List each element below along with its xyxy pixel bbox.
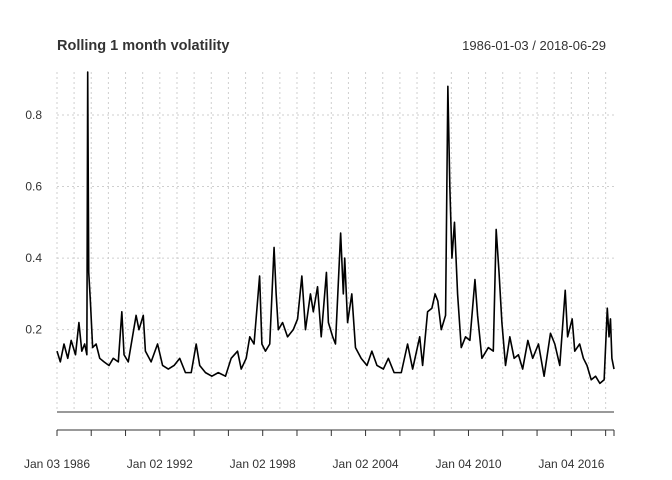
x-tick-label: Jan 04 2010 bbox=[436, 457, 502, 471]
date-range-label: 1986-01-03 / 2018-06-29 bbox=[462, 38, 606, 53]
chart-title: Rolling 1 month volatility bbox=[57, 38, 229, 54]
volatility-series-line bbox=[56, 71, 615, 385]
x-tick-label: Jan 02 2004 bbox=[333, 457, 399, 471]
x-tick-label: Jan 04 2016 bbox=[538, 457, 604, 471]
series-layer bbox=[56, 71, 615, 385]
y-tick-label: 0.2 bbox=[25, 323, 42, 337]
x-tick-label: Jan 02 1998 bbox=[230, 457, 296, 471]
y-tick-label: 0.6 bbox=[25, 180, 42, 194]
x-tick-label: Jan 02 1992 bbox=[127, 457, 193, 471]
grid bbox=[56, 72, 614, 412]
y-tick-label: 0.4 bbox=[25, 251, 42, 265]
y-axis: 0.2 0.4 0.6 0.8 bbox=[25, 108, 42, 337]
x-tick-label: Jan 03 1986 bbox=[24, 457, 90, 471]
x-axis: Jan 03 1986 Jan 02 1992 Jan 02 1998 Jan 02 … bbox=[24, 429, 615, 471]
y-tick-label: 0.8 bbox=[25, 108, 42, 122]
